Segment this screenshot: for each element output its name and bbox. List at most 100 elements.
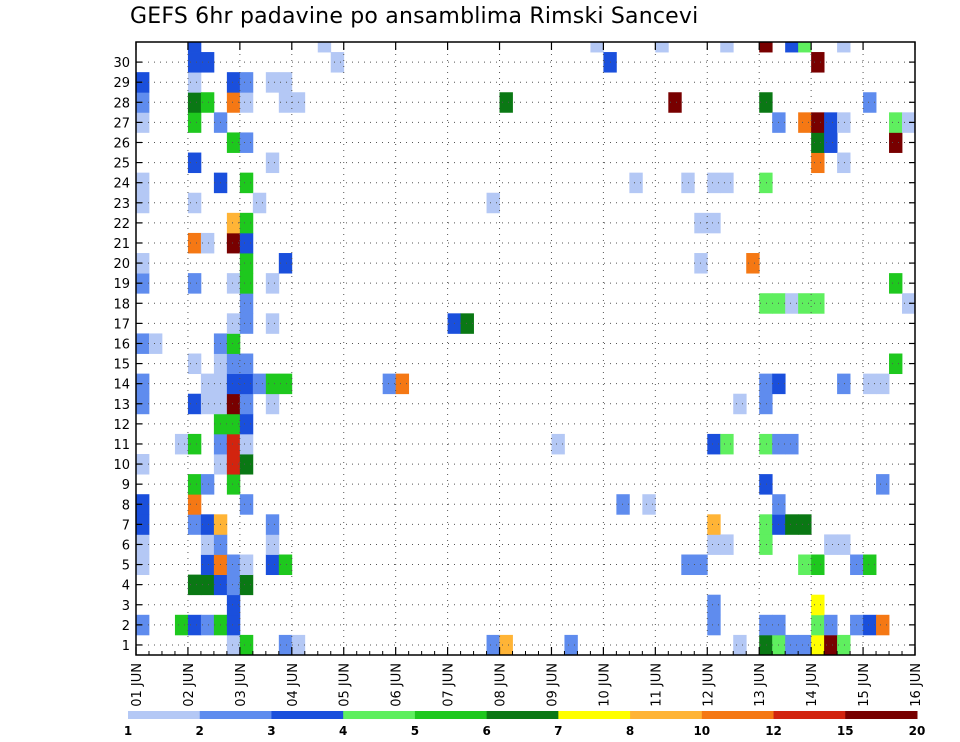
heatmap-cell [200, 92, 215, 113]
x-tick-label: 07 JUN [442, 663, 457, 707]
y-tick-label: 4 [122, 579, 130, 594]
x-tick-label: 04 JUN [286, 663, 301, 707]
heatmap-cell [837, 373, 851, 395]
heatmap-cell [382, 373, 397, 395]
heatmap-cell [759, 534, 773, 555]
heatmap-cell [811, 594, 825, 616]
heatmap-cell [239, 433, 254, 455]
heatmap-cell [759, 514, 773, 535]
heatmap-cell [265, 514, 280, 535]
colorbar-label: 8 [626, 724, 634, 738]
heatmap-cell [902, 112, 916, 133]
heatmap-cell [798, 554, 812, 576]
heatmap-cell [551, 433, 565, 455]
colorbar-label: 20 [909, 724, 926, 738]
x-tick-label: 02 JUN [182, 663, 197, 707]
heatmap-cell [798, 112, 812, 133]
grid-layer [136, 42, 915, 655]
heatmap-cell [759, 433, 773, 455]
heatmap-cell [460, 313, 474, 334]
heatmap-cell [252, 192, 267, 214]
heatmap-cell [733, 634, 747, 656]
heatmap-cell [785, 514, 799, 535]
heatmap-cell [200, 393, 215, 415]
heatmap-cell [226, 574, 241, 596]
heatmap-cell [759, 474, 773, 495]
heatmap-cell [226, 72, 241, 93]
heatmap-cell [759, 92, 773, 113]
colorbar-label: 12 [765, 724, 782, 738]
heatmap-cell [187, 152, 202, 174]
heatmap-cell [174, 433, 189, 455]
heatmap-cell [590, 42, 604, 53]
heatmap-cell [239, 373, 254, 395]
heatmap-cell [863, 92, 877, 113]
colorbar-label: 6 [482, 724, 490, 738]
heatmap-cell [239, 212, 254, 234]
y-tick-label: 7 [122, 518, 130, 533]
y-tick-label: 2 [122, 619, 130, 634]
heatmap-cell [746, 253, 760, 274]
heatmap-cell [265, 554, 280, 576]
heatmap-cell [200, 614, 215, 636]
heatmap-cell [278, 92, 293, 113]
heatmap-cell [187, 52, 202, 73]
y-axis: 1234567891011121314151617181920212223242… [113, 56, 915, 654]
heatmap-cell [486, 634, 500, 656]
heatmap-cell [720, 172, 734, 194]
colorbar-swatch [630, 711, 703, 719]
y-tick-label: 18 [113, 297, 130, 312]
y-tick-label: 22 [113, 217, 130, 232]
colorbar-swatch [558, 711, 631, 719]
heatmap-cell [239, 293, 254, 314]
heatmap-cell [200, 534, 215, 555]
heatmap-cell [785, 634, 799, 656]
y-tick-label: 9 [122, 478, 130, 493]
y-tick-label: 8 [122, 498, 130, 513]
y-tick-label: 5 [122, 559, 130, 574]
heatmap-cell [785, 42, 799, 53]
heatmap-cell [837, 152, 851, 174]
colorbar-swatch [773, 711, 846, 719]
chart-title: GEFS 6hr padavine po ansamblima Rimski S… [130, 4, 699, 29]
heatmap-cell [798, 293, 812, 314]
y-tick-label: 11 [113, 438, 130, 453]
heatmap-cell [239, 413, 254, 435]
y-tick-label: 10 [113, 458, 130, 473]
heatmap-cell [226, 413, 241, 435]
heatmap-cell [200, 474, 215, 495]
heatmap-cell [187, 494, 202, 515]
heatmap-cell [265, 313, 280, 334]
heatmap-cell [239, 353, 254, 375]
x-tick-label: 16 JUN [909, 663, 924, 707]
heatmap-cell [187, 72, 202, 93]
heatmap-cell [265, 152, 280, 174]
heatmap-cell [759, 614, 773, 636]
heatmap-cell [226, 212, 241, 234]
heatmap-cell [616, 494, 630, 515]
heatmap-cell [252, 373, 267, 395]
heatmap-cell [707, 172, 721, 194]
heatmap-cell [200, 52, 215, 73]
heatmap-cell [200, 373, 215, 395]
heatmap-cell [226, 474, 241, 495]
heatmap-cell [148, 333, 163, 354]
heatmap-cell [811, 634, 825, 656]
x-tick-label: 15 JUN [857, 663, 872, 707]
y-tick-label: 27 [113, 116, 130, 131]
heatmap-cell [265, 393, 280, 415]
heatmap-cell [499, 92, 513, 113]
heatmap-cell [720, 42, 734, 53]
heatmap-cell [837, 42, 851, 53]
heatmap-cell [226, 614, 241, 636]
heatmap-cell [499, 634, 513, 656]
colorbar-label: 10 [693, 724, 710, 738]
heatmap-cell [239, 634, 254, 656]
heatmap-cell [889, 132, 903, 153]
colorbar-label: 5 [411, 724, 419, 738]
heatmap-cell [863, 373, 877, 395]
heatmap-cell [824, 112, 838, 133]
heatmap-cell [187, 514, 202, 535]
heatmap-cell [239, 313, 254, 334]
